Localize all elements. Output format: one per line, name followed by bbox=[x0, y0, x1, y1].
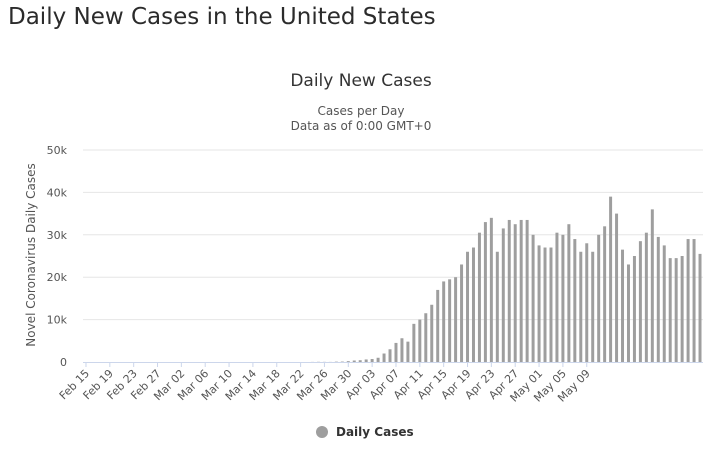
bar[interactable] bbox=[662, 245, 666, 362]
bar[interactable] bbox=[346, 361, 350, 362]
bar[interactable] bbox=[418, 319, 422, 362]
chart-title: Daily New Cases bbox=[290, 71, 432, 91]
y-axis-ticks: 0 10k 20k 30k 40k 50k bbox=[47, 144, 68, 369]
bar[interactable] bbox=[436, 289, 440, 362]
bar[interactable] bbox=[644, 232, 648, 362]
bar[interactable] bbox=[370, 359, 374, 362]
y-tick-label: 30k bbox=[47, 229, 68, 242]
bar[interactable] bbox=[543, 247, 547, 362]
bar[interactable] bbox=[597, 234, 601, 362]
bar[interactable] bbox=[585, 243, 589, 362]
bar[interactable] bbox=[692, 239, 696, 362]
bar[interactable] bbox=[561, 234, 565, 362]
bar[interactable] bbox=[632, 256, 636, 362]
bar[interactable] bbox=[621, 249, 625, 362]
bar[interactable] bbox=[579, 251, 583, 362]
page-heading: Daily New Cases in the United States bbox=[8, 4, 436, 30]
bar[interactable] bbox=[680, 256, 684, 362]
bar[interactable] bbox=[495, 251, 499, 362]
bar[interactable] bbox=[400, 338, 404, 362]
bar[interactable] bbox=[513, 224, 517, 362]
bar[interactable] bbox=[609, 196, 613, 362]
bar[interactable] bbox=[466, 251, 470, 362]
bar[interactable] bbox=[519, 219, 523, 362]
bar[interactable] bbox=[430, 304, 434, 362]
bar[interactable] bbox=[394, 342, 398, 362]
bar[interactable] bbox=[549, 247, 553, 362]
bar[interactable] bbox=[674, 258, 678, 362]
y-tick-label: 40k bbox=[47, 186, 68, 199]
bar[interactable] bbox=[668, 258, 672, 362]
bar[interactable] bbox=[442, 281, 446, 362]
y-tick-label: 20k bbox=[47, 271, 68, 284]
bar[interactable] bbox=[555, 232, 559, 362]
bar[interactable] bbox=[686, 239, 690, 362]
bar[interactable] bbox=[460, 264, 464, 362]
bar[interactable] bbox=[591, 251, 595, 362]
bar[interactable] bbox=[477, 232, 481, 362]
bar[interactable] bbox=[340, 361, 344, 363]
bar[interactable] bbox=[382, 353, 386, 362]
bar[interactable] bbox=[507, 219, 511, 362]
bar[interactable] bbox=[656, 236, 660, 362]
bar[interactable] bbox=[489, 217, 493, 362]
chart-subtitle-line-2: Data as of 0:00 GMT+0 bbox=[291, 119, 432, 133]
bar[interactable] bbox=[603, 226, 607, 362]
bar[interactable] bbox=[334, 361, 338, 363]
bar[interactable] bbox=[358, 360, 362, 362]
legend-marker-daily-cases[interactable] bbox=[316, 426, 328, 438]
bar[interactable] bbox=[698, 253, 702, 362]
bar[interactable] bbox=[638, 241, 642, 362]
bar[interactable] bbox=[525, 219, 529, 362]
legend-label-daily-cases[interactable]: Daily Cases bbox=[336, 425, 414, 439]
bar[interactable] bbox=[650, 209, 654, 362]
bar[interactable] bbox=[615, 213, 619, 362]
bars bbox=[311, 196, 702, 363]
y-tick-label: 10k bbox=[47, 314, 68, 327]
bar[interactable] bbox=[424, 313, 428, 362]
bar[interactable] bbox=[412, 323, 416, 362]
bar[interactable] bbox=[448, 279, 452, 362]
bar[interactable] bbox=[573, 239, 577, 362]
bar[interactable] bbox=[531, 234, 535, 362]
bar[interactable] bbox=[352, 360, 356, 362]
bar[interactable] bbox=[483, 222, 487, 362]
bar[interactable] bbox=[364, 359, 368, 362]
bar[interactable] bbox=[406, 341, 410, 362]
y-axis-label: Novel Coronavirus Daily Cases bbox=[24, 163, 38, 346]
bar[interactable] bbox=[626, 264, 630, 362]
y-tick-label: 0 bbox=[60, 356, 67, 369]
y-tick-label: 50k bbox=[47, 144, 68, 157]
bar[interactable] bbox=[501, 228, 505, 362]
legend[interactable]: Daily Cases bbox=[316, 425, 414, 439]
bar[interactable] bbox=[454, 277, 458, 362]
bar[interactable] bbox=[376, 357, 380, 362]
chart-subtitle-line-1: Cases per Day bbox=[318, 104, 405, 118]
bar[interactable] bbox=[537, 245, 541, 362]
bar[interactable] bbox=[567, 224, 571, 362]
bar[interactable] bbox=[388, 349, 392, 362]
bar[interactable] bbox=[471, 247, 475, 362]
